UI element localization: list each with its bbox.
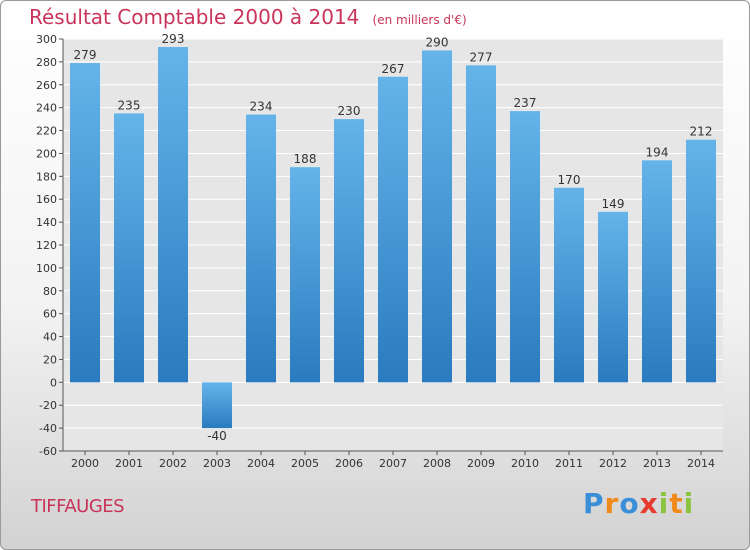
data-label: 230 (338, 104, 361, 118)
bar-2003 (202, 382, 232, 429)
x-tick-label: 2001 (115, 457, 143, 470)
x-tick-label: 2011 (555, 457, 583, 470)
y-tick-label: 160 (36, 193, 57, 206)
bar-2014 (686, 139, 716, 383)
data-label: 188 (294, 152, 317, 166)
y-tick-label: -20 (39, 399, 57, 412)
logo-letter: P (583, 487, 605, 520)
logo-letter: i (683, 487, 695, 520)
x-tick-label: 2007 (379, 457, 407, 470)
y-tick-label: 100 (36, 262, 57, 275)
y-tick-label: 260 (36, 79, 57, 92)
y-tick-label: 220 (36, 125, 57, 138)
y-tick-label: 200 (36, 147, 57, 160)
x-tick-label: 2012 (599, 457, 627, 470)
y-tick-label: -40 (39, 422, 57, 435)
x-tick-label: 2005 (291, 457, 319, 470)
data-label: 234 (250, 100, 273, 114)
y-tick-label: -60 (39, 445, 57, 458)
y-tick-label: 0 (50, 376, 57, 389)
proxiti-logo: Proxiti (583, 487, 694, 520)
logo-letter: t (669, 487, 684, 520)
data-label: 170 (558, 173, 581, 187)
logo-letter: r (604, 487, 620, 520)
chart-title: Résultat Comptable 2000 à 2014 (en milli… (29, 5, 467, 29)
data-label: 237 (514, 96, 537, 110)
x-tick-label: 2006 (335, 457, 363, 470)
y-tick-label: 120 (36, 239, 57, 252)
data-label: 267 (382, 62, 405, 76)
y-tick-label: 240 (36, 102, 57, 115)
data-label: -40 (207, 429, 227, 443)
x-tick-label: 2009 (467, 457, 495, 470)
bar-2005 (290, 167, 320, 383)
bar-2010 (510, 111, 540, 383)
y-tick-label: 80 (43, 285, 57, 298)
bar-2008 (422, 50, 452, 383)
data-label: 293 (162, 32, 185, 46)
x-tick-label: 2003 (203, 457, 231, 470)
bar-2001 (114, 113, 144, 383)
y-tick-label: 20 (43, 353, 57, 366)
bar-2004 (246, 114, 276, 383)
logo-letter: i (658, 487, 670, 520)
bar-2012 (598, 211, 628, 383)
x-tick-label: 2002 (159, 457, 187, 470)
y-tick-label: 140 (36, 216, 57, 229)
y-tick-label: 300 (36, 33, 57, 46)
data-label: 149 (602, 197, 625, 211)
logo-letter: x (639, 487, 659, 520)
x-tick-label: 2004 (247, 457, 275, 470)
bar-2000 (70, 63, 100, 383)
y-tick-label: 40 (43, 331, 57, 344)
data-label: 194 (646, 145, 669, 159)
bar-2013 (642, 160, 672, 383)
data-label: 279 (74, 48, 97, 62)
x-tick-label: 2014 (687, 457, 715, 470)
commune-name: TIFFAUGES (31, 496, 125, 517)
x-tick-label: 2010 (511, 457, 539, 470)
bar-2009 (466, 65, 496, 383)
data-label: 235 (118, 98, 141, 112)
x-tick-label: 2008 (423, 457, 451, 470)
x-tick-label: 2000 (71, 457, 99, 470)
data-label: 290 (426, 35, 449, 49)
logo-letter: o (619, 487, 640, 520)
data-label: 212 (690, 125, 713, 139)
bar-2007 (378, 76, 408, 383)
data-label: 277 (470, 50, 493, 64)
y-tick-label: 60 (43, 308, 57, 321)
y-tick-label: 280 (36, 56, 57, 69)
bar-2002 (158, 47, 188, 383)
title-text: Résultat Comptable 2000 à 2014 (29, 5, 360, 29)
bar-2011 (554, 187, 584, 383)
title-unit: (en milliers d'€) (372, 13, 467, 27)
bar-2006 (334, 119, 364, 383)
y-tick-label: 180 (36, 170, 57, 183)
x-tick-label: 2013 (643, 457, 671, 470)
